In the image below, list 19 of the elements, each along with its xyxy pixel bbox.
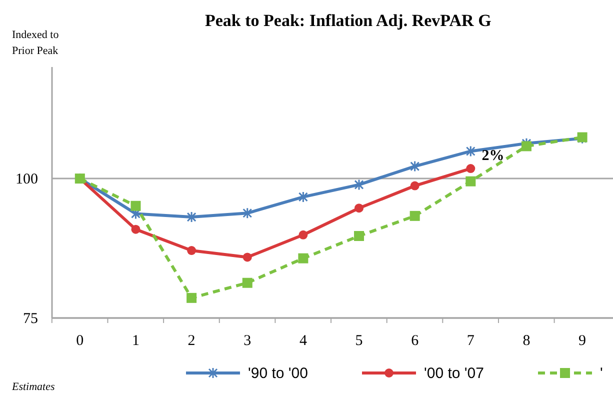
x-tick-label: 4 (299, 333, 308, 349)
annotation: 2% (482, 148, 504, 164)
legend-label: '90 to '00 (248, 365, 308, 382)
x-tick-label: 1 (132, 333, 140, 349)
x-tick-label: 7 (466, 333, 475, 349)
x-tick-label: 9 (578, 333, 586, 349)
x-tick-label: 0 (76, 333, 84, 349)
x-tick-label: 5 (355, 333, 363, 349)
x-tick-label: 6 (411, 333, 420, 349)
text: Estimates (11, 381, 55, 393)
x-tick-label: 2 (188, 333, 196, 349)
x-tick-label: 8 (522, 333, 530, 349)
legend-label: ' (600, 365, 603, 382)
legend-label: '00 to '07 (424, 365, 484, 382)
chart-title: Peak to Peak: Inflation Adj. RevPAR G (205, 11, 492, 30)
y-tick-label: 100 (16, 172, 38, 188)
x-tick-label: 3 (244, 333, 252, 349)
y-tick-label: 75 (23, 311, 38, 327)
y-axis-title: Indexed to Prior Peak (12, 29, 60, 57)
